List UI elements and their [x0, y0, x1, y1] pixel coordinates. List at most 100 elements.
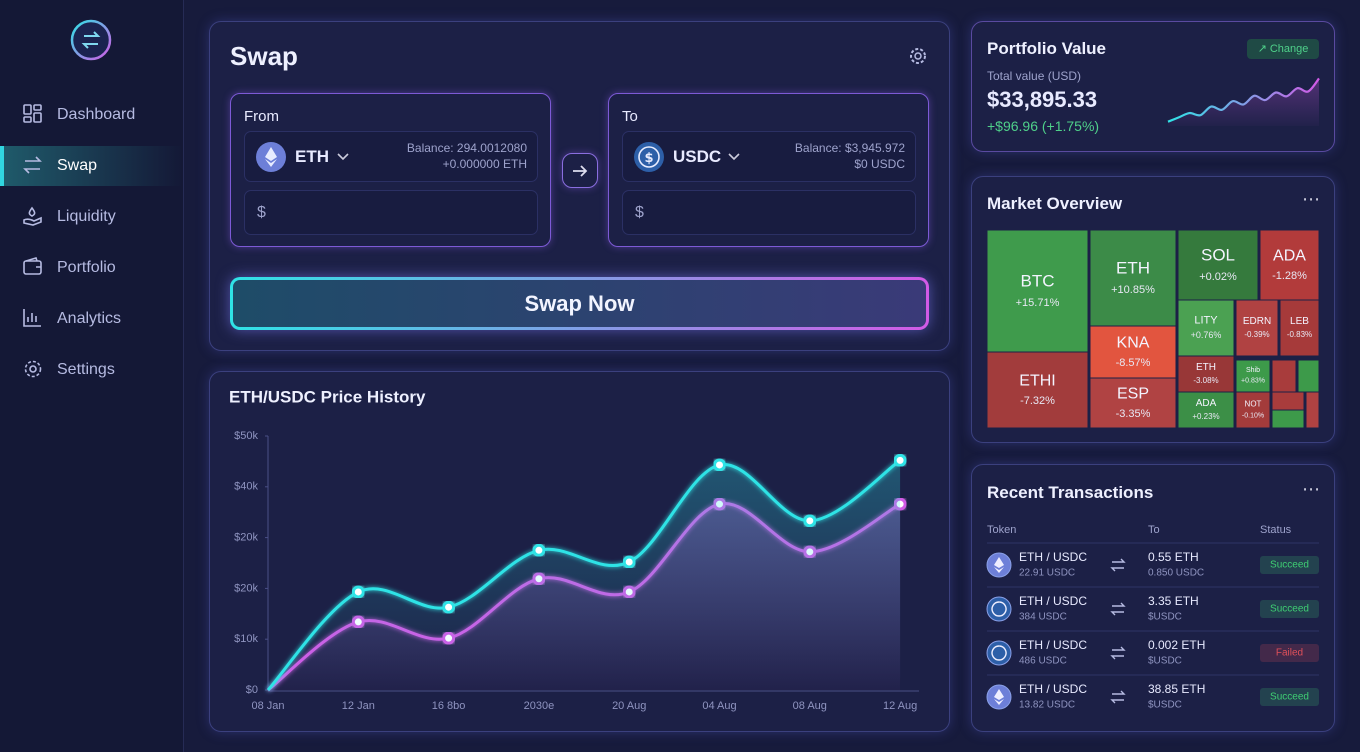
tx-status: Failed	[1276, 648, 1303, 659]
tile	[1089, 229, 1177, 327]
tile	[1271, 409, 1305, 429]
nav-label: Swap	[57, 157, 98, 174]
from-balance-sub: +0.000000 ETH	[442, 157, 527, 171]
swap-icon	[1110, 646, 1126, 660]
usdc-icon: $	[634, 142, 664, 172]
tile-label: ESP	[1117, 385, 1149, 402]
tx-amount: 22.91 USDC	[1019, 568, 1075, 579]
x-tick-label: 20 Aug	[612, 700, 646, 712]
x-tick-label: 2030e	[524, 700, 555, 712]
swap-icon	[1110, 690, 1126, 704]
tile	[1271, 391, 1305, 411]
tx-status: Succeed	[1270, 692, 1309, 703]
tile-change: +10.85%	[1111, 284, 1155, 296]
tile	[1259, 229, 1320, 301]
series-area	[268, 460, 901, 690]
nav-item[interactable]: Analytics	[0, 299, 183, 339]
to-box: To $ USDC Balance: $3,945.972 $0 USDC $	[608, 93, 929, 247]
to-token[interactable]: $ USDC Balance: $3,945.972 $0 USDC	[622, 131, 916, 182]
nav-icon	[23, 257, 42, 275]
table-header: Status	[1260, 524, 1292, 536]
nav-item[interactable]: Settings	[0, 350, 183, 390]
tile	[1089, 377, 1177, 429]
tile-change: -1.28%	[1272, 270, 1307, 282]
tile-label: ETH	[1116, 259, 1150, 278]
data-point	[713, 458, 726, 472]
tile	[1177, 391, 1235, 429]
tile-change: +0.02%	[1199, 271, 1237, 283]
tile	[1177, 229, 1259, 301]
settings-icon[interactable]	[907, 45, 929, 67]
tile-label: LEB	[1290, 316, 1309, 327]
tile	[1235, 359, 1271, 393]
portfolio-change: +$96.96 (+1.75%)	[987, 118, 1100, 134]
nav-item[interactable]: Dashboard	[0, 95, 183, 135]
tx-to-sub: $USDC	[1148, 612, 1182, 623]
portfolio-subtitle: Total value (USD)	[987, 69, 1082, 83]
swap-now-button[interactable]: Swap Now	[230, 277, 929, 330]
status-pill	[1260, 556, 1319, 574]
tile-label: Shib	[1246, 367, 1260, 374]
nav-item[interactable]: Swap	[0, 146, 183, 186]
tx-amount: 13.82 USDC	[1019, 700, 1075, 711]
change-badge[interactable]: ↗ Change	[1247, 39, 1319, 59]
tile-change: -7.32%	[1020, 395, 1055, 407]
x-tick-label: 04 Aug	[702, 700, 736, 712]
switch-button[interactable]	[562, 153, 598, 188]
from-token-name: ETH	[295, 147, 329, 166]
nav-icon	[23, 206, 42, 226]
tx-pair: ETH / USDC	[1019, 594, 1087, 608]
chart-title: ETH/USDC Price History	[229, 387, 426, 406]
nav-item[interactable]: Portfolio	[0, 248, 183, 288]
x-tick-label: 08 Aug	[793, 700, 827, 712]
tile-change: +15.71%	[1016, 297, 1060, 309]
x-tick-label: 08 Jan	[251, 700, 284, 712]
tx-to: 0.55 ETH	[1148, 550, 1199, 564]
tile	[986, 229, 1089, 353]
more-menu[interactable]: ⋯	[1302, 479, 1320, 499]
tile	[1177, 355, 1235, 393]
data-point	[532, 543, 546, 557]
data-point	[442, 600, 456, 614]
token-glyph	[994, 557, 1004, 573]
from-balance: Balance: 294.0012080	[406, 141, 527, 155]
tx-amount: 486 USDC	[1019, 656, 1067, 667]
more-menu[interactable]: ⋯	[1302, 189, 1320, 209]
portfolio-value: $33,895.33	[987, 87, 1098, 112]
from-amount-input[interactable]: $	[244, 190, 538, 235]
tile-change: +0.23%	[1192, 412, 1219, 421]
swap-title: Swap	[230, 41, 298, 71]
table-header: To	[1148, 524, 1160, 536]
from-token[interactable]: ETH Balance: 294.0012080 +0.000000 ETH	[244, 131, 538, 182]
nav-icon	[23, 104, 42, 123]
data-point	[893, 453, 907, 467]
to-balance: Balance: $3,945.972	[794, 141, 905, 155]
data-point	[622, 555, 636, 569]
market-title: Market Overview	[987, 194, 1123, 213]
nav-label: Analytics	[57, 310, 122, 327]
tile-change: -0.39%	[1244, 330, 1269, 339]
tx-to-sub: $USDC	[1148, 700, 1182, 711]
status-pill	[1260, 644, 1319, 662]
tx-to-sub: $USDC	[1148, 656, 1182, 667]
chevron	[728, 153, 740, 161]
chevron	[337, 153, 349, 161]
y-tick-label: $20k	[234, 582, 258, 594]
tx-to: 0.002 ETH	[1148, 638, 1205, 652]
data-point	[351, 585, 365, 599]
amount-prefix: $	[635, 204, 644, 221]
swap-icon	[1110, 558, 1126, 572]
tx-status: Succeed	[1270, 560, 1309, 571]
sparkline-area	[1168, 78, 1319, 126]
nav-item[interactable]: Liquidity	[0, 197, 183, 237]
to-amount-input[interactable]: $	[622, 190, 916, 235]
x-tick-label: 16 8bo	[432, 700, 466, 712]
from-box: From ETH Balance: 294.0012080 +0.000000 …	[230, 93, 551, 247]
arrow-icon	[573, 165, 588, 177]
portfolio-panel: Portfolio Value ↗ Change Total value (US…	[971, 21, 1335, 152]
tx-to: 38.85 ETH	[1148, 682, 1205, 696]
status-pill	[1260, 688, 1319, 706]
from-label: From	[244, 108, 279, 125]
tile-change: -3.08%	[1193, 376, 1218, 385]
